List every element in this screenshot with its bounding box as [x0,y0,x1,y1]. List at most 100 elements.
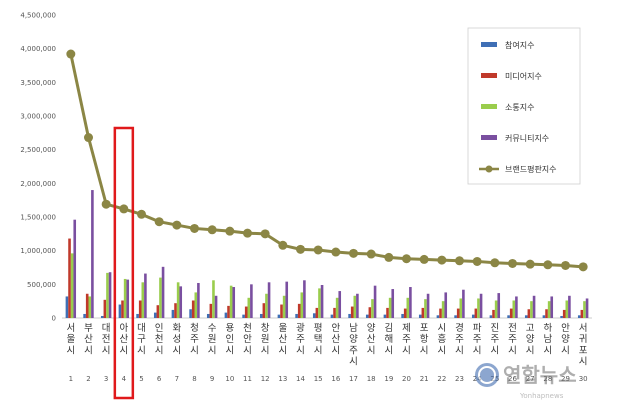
x-rank-label: 12 [261,375,270,383]
bar-고양시-소통지수 [530,301,533,318]
x-category-label-char: 김 [384,322,393,334]
x-category-label-char: 시 [367,345,376,356]
x-category-label-char: 시 [490,345,499,356]
y-tick-label: 2,000,000 [20,180,56,188]
x-category-label-char: 주 [190,334,199,345]
bar-부산시-참여지수 [83,313,86,318]
bar-하남시-소통지수 [547,301,551,318]
bar-광주시-참여지수 [295,313,298,318]
x-category-label-char: 시 [172,345,181,356]
x-category-label-char: 택 [314,334,323,345]
x-category-label-char: 인 [155,323,164,334]
legend-label: 브랜드평판지수 [505,164,557,174]
trend-line [66,49,588,272]
x-category-label-char: 시 [420,345,429,356]
bar-파주시-소통지수 [477,298,480,318]
x-category-label-char: 시 [437,345,446,356]
x-category-label-char: 산 [278,334,287,345]
trend-point-울산시 [278,240,288,250]
x-category-label-char: 울 [66,334,75,345]
x-category-label-char: 시 [331,345,340,356]
bar-천안시-커뮤니티지수 [250,284,253,318]
x-category-label-char: 항 [420,334,429,345]
bar-창원시-소통지수 [265,293,268,318]
x-category-label-char: 울 [278,323,287,334]
bar-남양주시-소통지수 [353,295,357,318]
x-category-label-char: 시 [543,345,552,356]
x-category-label-char: 시 [278,345,287,356]
y-tick-label: 500,000 [27,281,56,289]
x-category-label-char: 시 [66,345,75,356]
x-category-label-char: 부 [84,323,93,334]
bar-파주시-커뮤니티지수 [479,293,483,318]
bar-전주시-커뮤니티지수 [515,296,518,318]
trend-point-청주시 [190,223,199,233]
bar-서울시-소통지수 [70,253,74,318]
x-category-label-char: 주 [490,334,499,345]
x-rank-label: 19 [384,375,393,383]
bar-화성시-커뮤니티지수 [179,286,183,318]
bar-화성시-소통지수 [176,282,180,318]
trend-point-안산시 [331,247,341,257]
bar-남양주시-커뮤니티지수 [356,293,359,318]
bar-서귀포시-소통지수 [583,301,586,318]
x-rank-label: 28 [543,375,552,383]
bar-화성시-참여지수 [171,309,175,318]
legend-swatch [481,104,497,109]
x-category-label-char: 경 [455,322,464,334]
bar-진주시-미디어지수 [492,309,495,318]
bar-평택시-참여지수 [312,313,316,318]
bar-아산시-커뮤니티지수 [126,279,130,318]
x-category-label-char: 양 [526,334,535,345]
bar-안양시-커뮤니티지수 [568,295,571,318]
watermark-logo-ring [478,366,496,384]
x-category-label-char: 시 [84,345,93,356]
bar-수원시-미디어지수 [209,303,213,318]
trend-point-천안시 [243,228,252,238]
x-category-label-char: 안 [243,334,252,345]
x-category-label-char: 포 [579,345,588,356]
trend-point-전주시 [508,258,517,268]
x-category-label-char: 산 [367,334,376,345]
bar-평택시-소통지수 [318,288,321,318]
bar-인천시-미디어지수 [156,305,160,318]
bar-하남시-커뮤니티지수 [550,296,554,318]
x-category-label-char: 주 [473,334,482,345]
bars [65,190,589,318]
bar-남양주시-참여지수 [348,313,351,318]
bar-제주시-미디어지수 [403,308,407,318]
bar-전주시-소통지수 [512,300,516,318]
x-rank-label: 15 [314,375,323,383]
trend-point-시흥시 [437,255,447,265]
bar-안양시-소통지수 [565,300,569,318]
x-category-label-char: 시 [579,357,588,368]
bar-제주시-소통지수 [406,297,410,318]
legend-label: 미디어지수 [505,71,542,81]
trend-point-경주시 [455,256,464,266]
x-category-label-char: 평 [314,323,323,334]
x-category-label-char: 용 [225,323,234,334]
bar-천안시-소통지수 [247,297,251,318]
legend-swatch [481,42,497,47]
x-category-label-char: 양 [349,334,358,345]
bar-포항시-미디어지수 [421,307,425,318]
bar-대전시-참여지수 [100,315,104,318]
x-category-label-char: 시 [455,345,464,356]
x-category-label-char: 시 [526,345,535,356]
trend-point-화성시 [172,220,182,230]
trend-point-아산시 [119,204,129,214]
x-category-label-char: 청 [190,323,199,334]
bar-대구시-소통지수 [141,282,145,318]
bar-청주시-미디어지수 [191,300,195,318]
watermark-sub-text: Yonhapnews [519,392,564,400]
x-category-label-char: 서 [579,323,588,334]
legend-swatch [481,73,497,78]
bar-대전시-미디어지수 [103,299,107,318]
bar-포항시-커뮤니티지수 [426,293,430,318]
x-rank-label: 3 [104,375,108,383]
bar-시흥시-소통지수 [441,301,445,318]
bar-아산시-참여지수 [118,304,122,318]
x-category-label-char: 시 [225,345,234,356]
bar-경주시-미디어지수 [456,308,460,318]
